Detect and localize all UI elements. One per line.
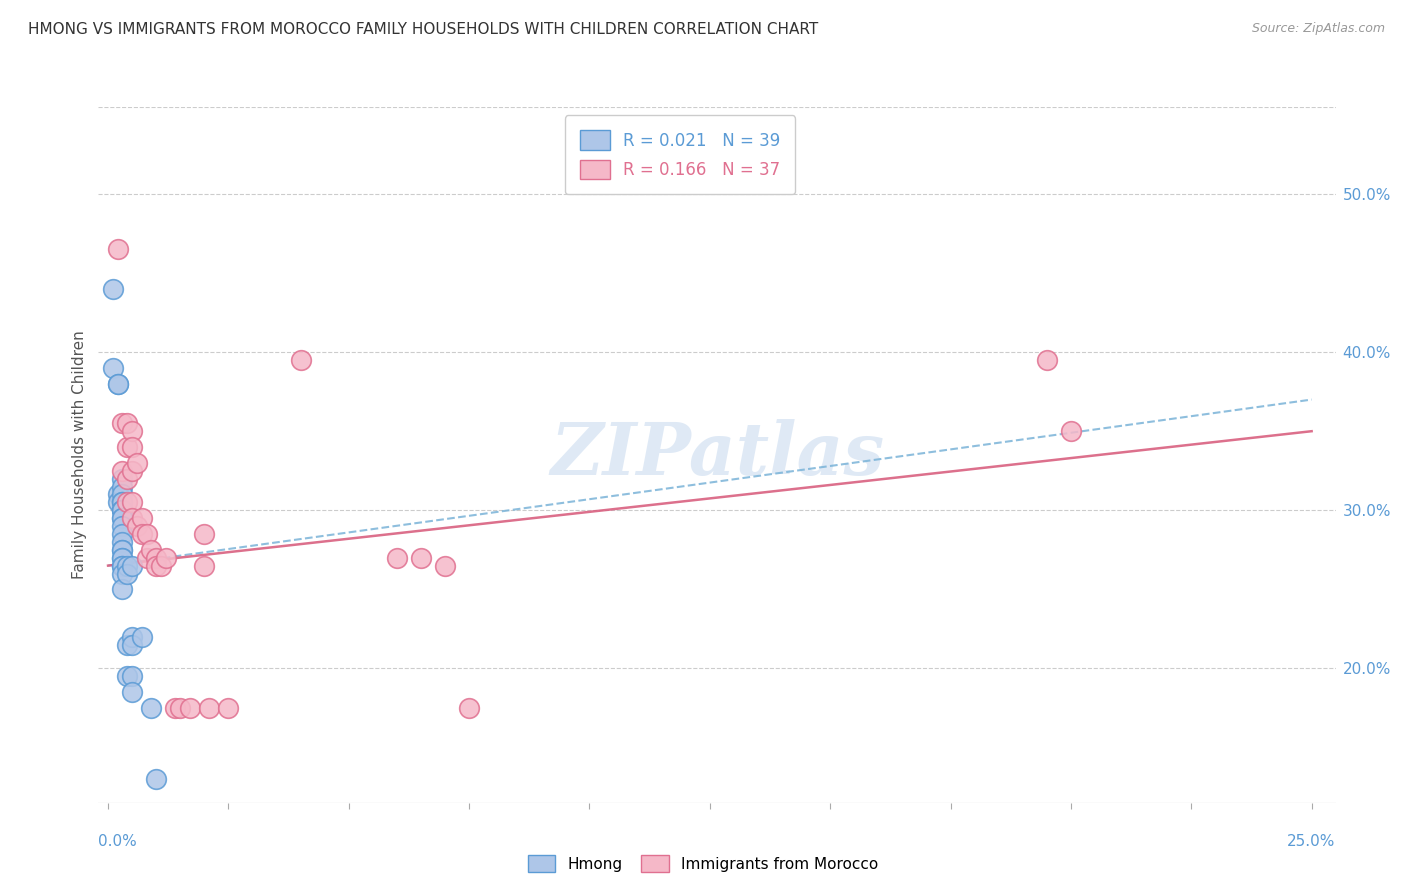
Legend: Hmong, Immigrants from Morocco: Hmong, Immigrants from Morocco xyxy=(520,847,886,880)
Point xyxy=(111,495,134,509)
Point xyxy=(111,511,134,525)
Point xyxy=(125,456,148,470)
Point xyxy=(121,495,143,509)
Point xyxy=(111,582,134,597)
Point xyxy=(169,701,191,715)
Point xyxy=(145,550,167,565)
Point xyxy=(193,527,215,541)
Point xyxy=(111,495,134,509)
Y-axis label: Family Households with Children: Family Households with Children xyxy=(72,331,87,579)
Point xyxy=(198,701,221,715)
Point xyxy=(107,376,129,391)
Point xyxy=(111,558,134,573)
Point xyxy=(1060,424,1083,438)
Legend: R = 0.021   N = 39, R = 0.166   N = 37: R = 0.021 N = 39, R = 0.166 N = 37 xyxy=(565,115,796,194)
Point xyxy=(111,519,134,533)
Point xyxy=(111,558,134,573)
Point xyxy=(1036,353,1059,368)
Point xyxy=(165,701,187,715)
Point xyxy=(111,464,134,478)
Point xyxy=(121,440,143,454)
Point xyxy=(145,558,167,573)
Point xyxy=(101,282,124,296)
Point xyxy=(385,550,408,565)
Point xyxy=(107,376,129,391)
Point xyxy=(111,417,134,431)
Point xyxy=(125,519,148,533)
Point xyxy=(145,772,167,786)
Point xyxy=(141,701,163,715)
Point xyxy=(434,558,457,573)
Point xyxy=(121,511,143,525)
Point xyxy=(135,550,157,565)
Point xyxy=(121,638,143,652)
Point xyxy=(121,630,143,644)
Point xyxy=(117,495,139,509)
Point xyxy=(111,527,134,541)
Point xyxy=(107,487,129,501)
Text: Source: ZipAtlas.com: Source: ZipAtlas.com xyxy=(1251,22,1385,36)
Point xyxy=(117,417,139,431)
Text: 0.0%: 0.0% xyxy=(98,834,138,849)
Point xyxy=(150,558,173,573)
Point xyxy=(111,542,134,557)
Text: ZIPatlas: ZIPatlas xyxy=(550,419,884,491)
Point xyxy=(155,550,177,565)
Point xyxy=(117,566,139,581)
Point xyxy=(111,503,134,517)
Point xyxy=(131,527,153,541)
Point xyxy=(117,440,139,454)
Text: 25.0%: 25.0% xyxy=(1288,834,1336,849)
Point xyxy=(290,353,312,368)
Point xyxy=(101,361,124,376)
Text: HMONG VS IMMIGRANTS FROM MOROCCO FAMILY HOUSEHOLDS WITH CHILDREN CORRELATION CHA: HMONG VS IMMIGRANTS FROM MOROCCO FAMILY … xyxy=(28,22,818,37)
Point xyxy=(121,685,143,699)
Point xyxy=(217,701,239,715)
Point xyxy=(121,464,143,478)
Point xyxy=(121,424,143,438)
Point xyxy=(111,550,134,565)
Point xyxy=(111,479,134,493)
Point xyxy=(458,701,481,715)
Point xyxy=(117,558,139,573)
Point xyxy=(111,487,134,501)
Point xyxy=(107,243,129,257)
Point xyxy=(117,638,139,652)
Point xyxy=(131,630,153,644)
Point xyxy=(111,503,134,517)
Point xyxy=(131,511,153,525)
Point xyxy=(111,503,134,517)
Point xyxy=(193,558,215,573)
Point xyxy=(121,669,143,683)
Point xyxy=(111,534,134,549)
Point xyxy=(107,495,129,509)
Point xyxy=(117,472,139,486)
Point xyxy=(111,550,134,565)
Point xyxy=(111,472,134,486)
Point xyxy=(179,701,201,715)
Point xyxy=(111,511,134,525)
Point xyxy=(121,558,143,573)
Point xyxy=(409,550,432,565)
Point xyxy=(111,566,134,581)
Point xyxy=(141,542,163,557)
Point xyxy=(111,542,134,557)
Point xyxy=(135,527,157,541)
Point xyxy=(117,669,139,683)
